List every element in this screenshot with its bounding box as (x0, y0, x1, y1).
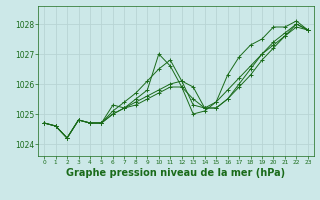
X-axis label: Graphe pression niveau de la mer (hPa): Graphe pression niveau de la mer (hPa) (67, 168, 285, 178)
